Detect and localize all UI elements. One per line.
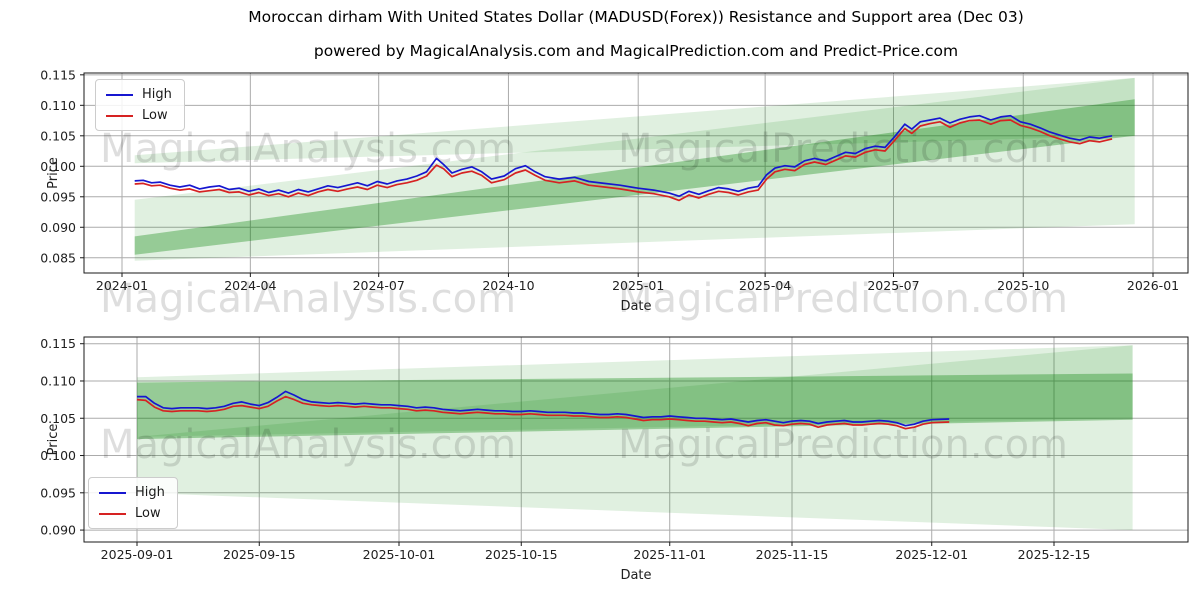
x-tick-label: 2025-11-01 <box>633 547 706 562</box>
high-line <box>134 114 1113 198</box>
series <box>134 114 1113 202</box>
y-tick-label: 0.095 <box>40 485 76 500</box>
low-line-swatch <box>106 114 133 117</box>
y-tick-label: 0.105 <box>40 128 76 143</box>
support-area-outer-band <box>137 345 1133 531</box>
x-tick-label: 2025-07 <box>867 278 919 293</box>
y-tick-label: 0.090 <box>40 220 76 235</box>
y-tick-label: 0.115 <box>40 67 76 82</box>
y-tick-label: 0.105 <box>40 411 76 426</box>
bands <box>134 77 1135 261</box>
x-tick-label: 2025-09-01 <box>101 547 174 562</box>
watermark-text: MagicalPrediction.com <box>618 126 1068 172</box>
y-tick-label: 0.115 <box>40 336 76 351</box>
y-tick-label: 0.110 <box>40 98 76 113</box>
high-line <box>137 390 950 427</box>
x-tick-label: 2025-11-15 <box>756 547 829 562</box>
resistance-area-outer-band <box>134 77 1135 164</box>
x-axis-label: Date <box>620 299 651 314</box>
watermark-text: MagicalAnalysis.com <box>100 126 516 172</box>
legend-item-high: High <box>99 485 165 500</box>
y-tick-label: 0.110 <box>40 373 76 388</box>
watermark-text: MagicalPrediction.com <box>618 422 1068 468</box>
x-tick-label: 2026-01 <box>1127 278 1179 293</box>
x-tick-label: 2025-12-15 <box>1018 547 1091 562</box>
y-tick-label: 0.085 <box>40 250 76 265</box>
x-tick-label: 2025-10 <box>997 278 1049 293</box>
legend-label-high: High <box>135 485 165 500</box>
trend-channel-inner-band <box>134 99 1135 255</box>
legend-label-low: Low <box>142 108 168 123</box>
chart-subtitle: powered by MagicalAnalysis.com and Magic… <box>313 42 959 60</box>
y-tick-label: 0.100 <box>40 448 76 463</box>
axes: 0.090 0.095 0.100 0.105 0.110 0.115 2025-09-01… <box>40 336 1189 583</box>
low-line <box>134 119 1113 202</box>
x-tick-label: 2025-04 <box>739 278 791 293</box>
y-tick-label: 0.090 <box>40 523 76 538</box>
legend-item-high: High <box>106 87 172 102</box>
y-axis-label: Price <box>46 157 61 189</box>
axis-spine <box>83 72 1189 274</box>
x-tick-label: 2025-10-15 <box>485 547 558 562</box>
high-line-swatch <box>106 93 133 96</box>
bands <box>137 345 1133 531</box>
legend-item-low: Low <box>106 108 172 123</box>
legend-label-low: Low <box>135 506 161 521</box>
x-tick-label: 2024-10 <box>482 278 534 293</box>
y-axis-label: Price <box>46 424 61 456</box>
trend-channel-inner-band <box>137 373 1133 440</box>
x-tick-label: 2024-07 <box>353 278 405 293</box>
x-axis-label: Date <box>620 568 651 583</box>
axes: 0.085 0.090 0.095 0.100 0.105 0.110 0.115 2024-… <box>40 67 1189 314</box>
legend-item-low: Low <box>99 506 165 521</box>
x-tick-label: 2025-12-01 <box>895 547 968 562</box>
watermark-text: MagicalAnalysis.com <box>100 422 516 468</box>
x-tick-label: 2025-10-01 <box>363 547 436 562</box>
y-tick-label: 0.100 <box>40 159 76 174</box>
legend-bottom-chart: High Low <box>88 477 178 529</box>
low-line <box>136 395 950 430</box>
high-line-swatch <box>99 491 126 494</box>
resistance-area-outer-band <box>137 345 1133 437</box>
watermark-text: MagicalAnalysis.com <box>100 276 516 322</box>
grid <box>84 337 1188 542</box>
x-tick-label: 2025-09-15 <box>223 547 296 562</box>
x-tick-label: 2025-01 <box>612 278 664 293</box>
x-tick-label: 2024-01 <box>96 278 148 293</box>
series <box>136 390 950 430</box>
axis-spine <box>83 336 1189 543</box>
low-line-swatch <box>99 512 126 515</box>
legend-top-chart: High Low <box>95 79 185 131</box>
watermark-text: MagicalPrediction.com <box>618 276 1068 322</box>
x-tick-label: 2024-04 <box>224 278 276 293</box>
legend-label-high: High <box>142 87 172 102</box>
support-area-outer-band <box>134 77 1135 261</box>
y-tick-label: 0.095 <box>40 189 76 204</box>
chart-title: Moroccan dirham With United States Dolla… <box>248 8 1024 26</box>
